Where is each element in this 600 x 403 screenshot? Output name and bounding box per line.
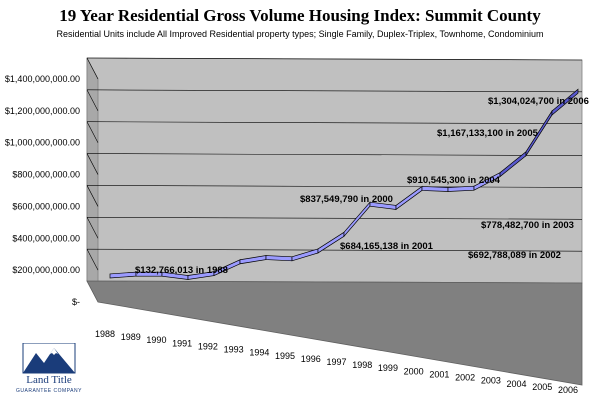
- logo-name: Land Title: [26, 374, 72, 386]
- chart-subtitle: Residential Units include All Improved R…: [56, 29, 544, 39]
- data-annotations: $132,766,013 in 1988 $837,549,790 in 2000…: [135, 96, 589, 276]
- series-segment: [265, 255, 293, 262]
- data-label: $132,766,013 in 1988: [135, 265, 228, 276]
- x-tick-label: 1991: [172, 338, 192, 348]
- plot-left-wall: [86, 57, 99, 303]
- y-tick-label: $-: [72, 297, 80, 307]
- x-tick-label: 2003: [481, 376, 501, 386]
- data-label: $1,304,024,700 in 2006: [488, 96, 589, 107]
- x-tick-label: 1996: [301, 354, 321, 364]
- x-tick-label: 1994: [249, 348, 269, 358]
- y-tick-label: $1,000,000,000.00: [5, 138, 80, 148]
- gridline: [86, 248, 583, 252]
- land-title-logo-icon: [22, 343, 76, 374]
- x-tick-label: 1993: [224, 345, 244, 355]
- x-axis-ticks: 1988 1989 1990 1991 1992 1993 1994 1995 1996 1997…: [95, 329, 578, 395]
- gridlines: [86, 57, 583, 271]
- y-tick-label: $1,200,000,000.00: [5, 106, 80, 116]
- x-tick-label: 2000: [404, 366, 424, 376]
- gridline-side: [86, 89, 99, 111]
- gridline: [86, 89, 583, 93]
- series-ribbon: [109, 88, 579, 280]
- x-tick-label: 2002: [455, 373, 475, 383]
- x-tick-label: 2004: [507, 379, 527, 389]
- x-tick-label: 1997: [326, 357, 346, 367]
- data-label: $778,482,700 in 2003: [481, 220, 574, 231]
- gridline: [86, 185, 583, 188]
- gridline: [86, 121, 583, 125]
- gridline-side: [86, 185, 99, 207]
- data-label: $692,788,089 in 2002: [468, 250, 561, 261]
- data-label: $1,167,133,100 in 2005: [437, 128, 539, 139]
- y-tick-label: $400,000,000.00: [12, 233, 80, 243]
- x-tick-label: 1989: [121, 332, 141, 342]
- y-tick-label: $200,000,000.00: [12, 265, 80, 275]
- gridline: [86, 153, 583, 156]
- x-tick-label: 1988: [95, 329, 115, 339]
- gridline: [86, 216, 583, 220]
- logo-tagline: GUARANTEE COMPANY: [16, 388, 82, 394]
- data-label: $910,545,300 in 2004: [407, 175, 501, 186]
- x-tick-label: 1998: [352, 360, 372, 370]
- gridline-side: [86, 249, 99, 271]
- x-tick-label: 1992: [198, 341, 218, 351]
- series-segment: [421, 186, 449, 192]
- data-label: $837,549,790 in 2000: [300, 194, 393, 205]
- gridline-side: [86, 217, 99, 239]
- x-tick-label: 2005: [532, 382, 552, 392]
- x-tick-label: 1990: [146, 335, 166, 345]
- x-tick-label: 2001: [429, 369, 449, 379]
- x-tick-label: 2006: [558, 385, 578, 395]
- plot-floor: [86, 280, 583, 386]
- y-axis-ticks: $- $200,000,000.00 $400,000,000.00 $600,000…: [5, 74, 80, 307]
- chart-title: 19 Year Residential Gross Volume Housing…: [59, 6, 541, 25]
- y-tick-label: $1,400,000,000.00: [5, 74, 80, 84]
- data-label: $684,165,138 in 2001: [340, 241, 434, 252]
- x-tick-label: 1999: [378, 363, 398, 373]
- gridline: [86, 57, 583, 61]
- series-segment: [551, 88, 579, 116]
- x-tick-label: 1995: [275, 351, 295, 361]
- y-tick-label: $800,000,000.00: [12, 170, 80, 180]
- gridline-side: [86, 153, 99, 175]
- gridline-side: [86, 57, 99, 80]
- gridline-side: [86, 121, 99, 143]
- series-segment: [447, 185, 475, 192]
- y-tick-label: $600,000,000.00: [12, 201, 80, 211]
